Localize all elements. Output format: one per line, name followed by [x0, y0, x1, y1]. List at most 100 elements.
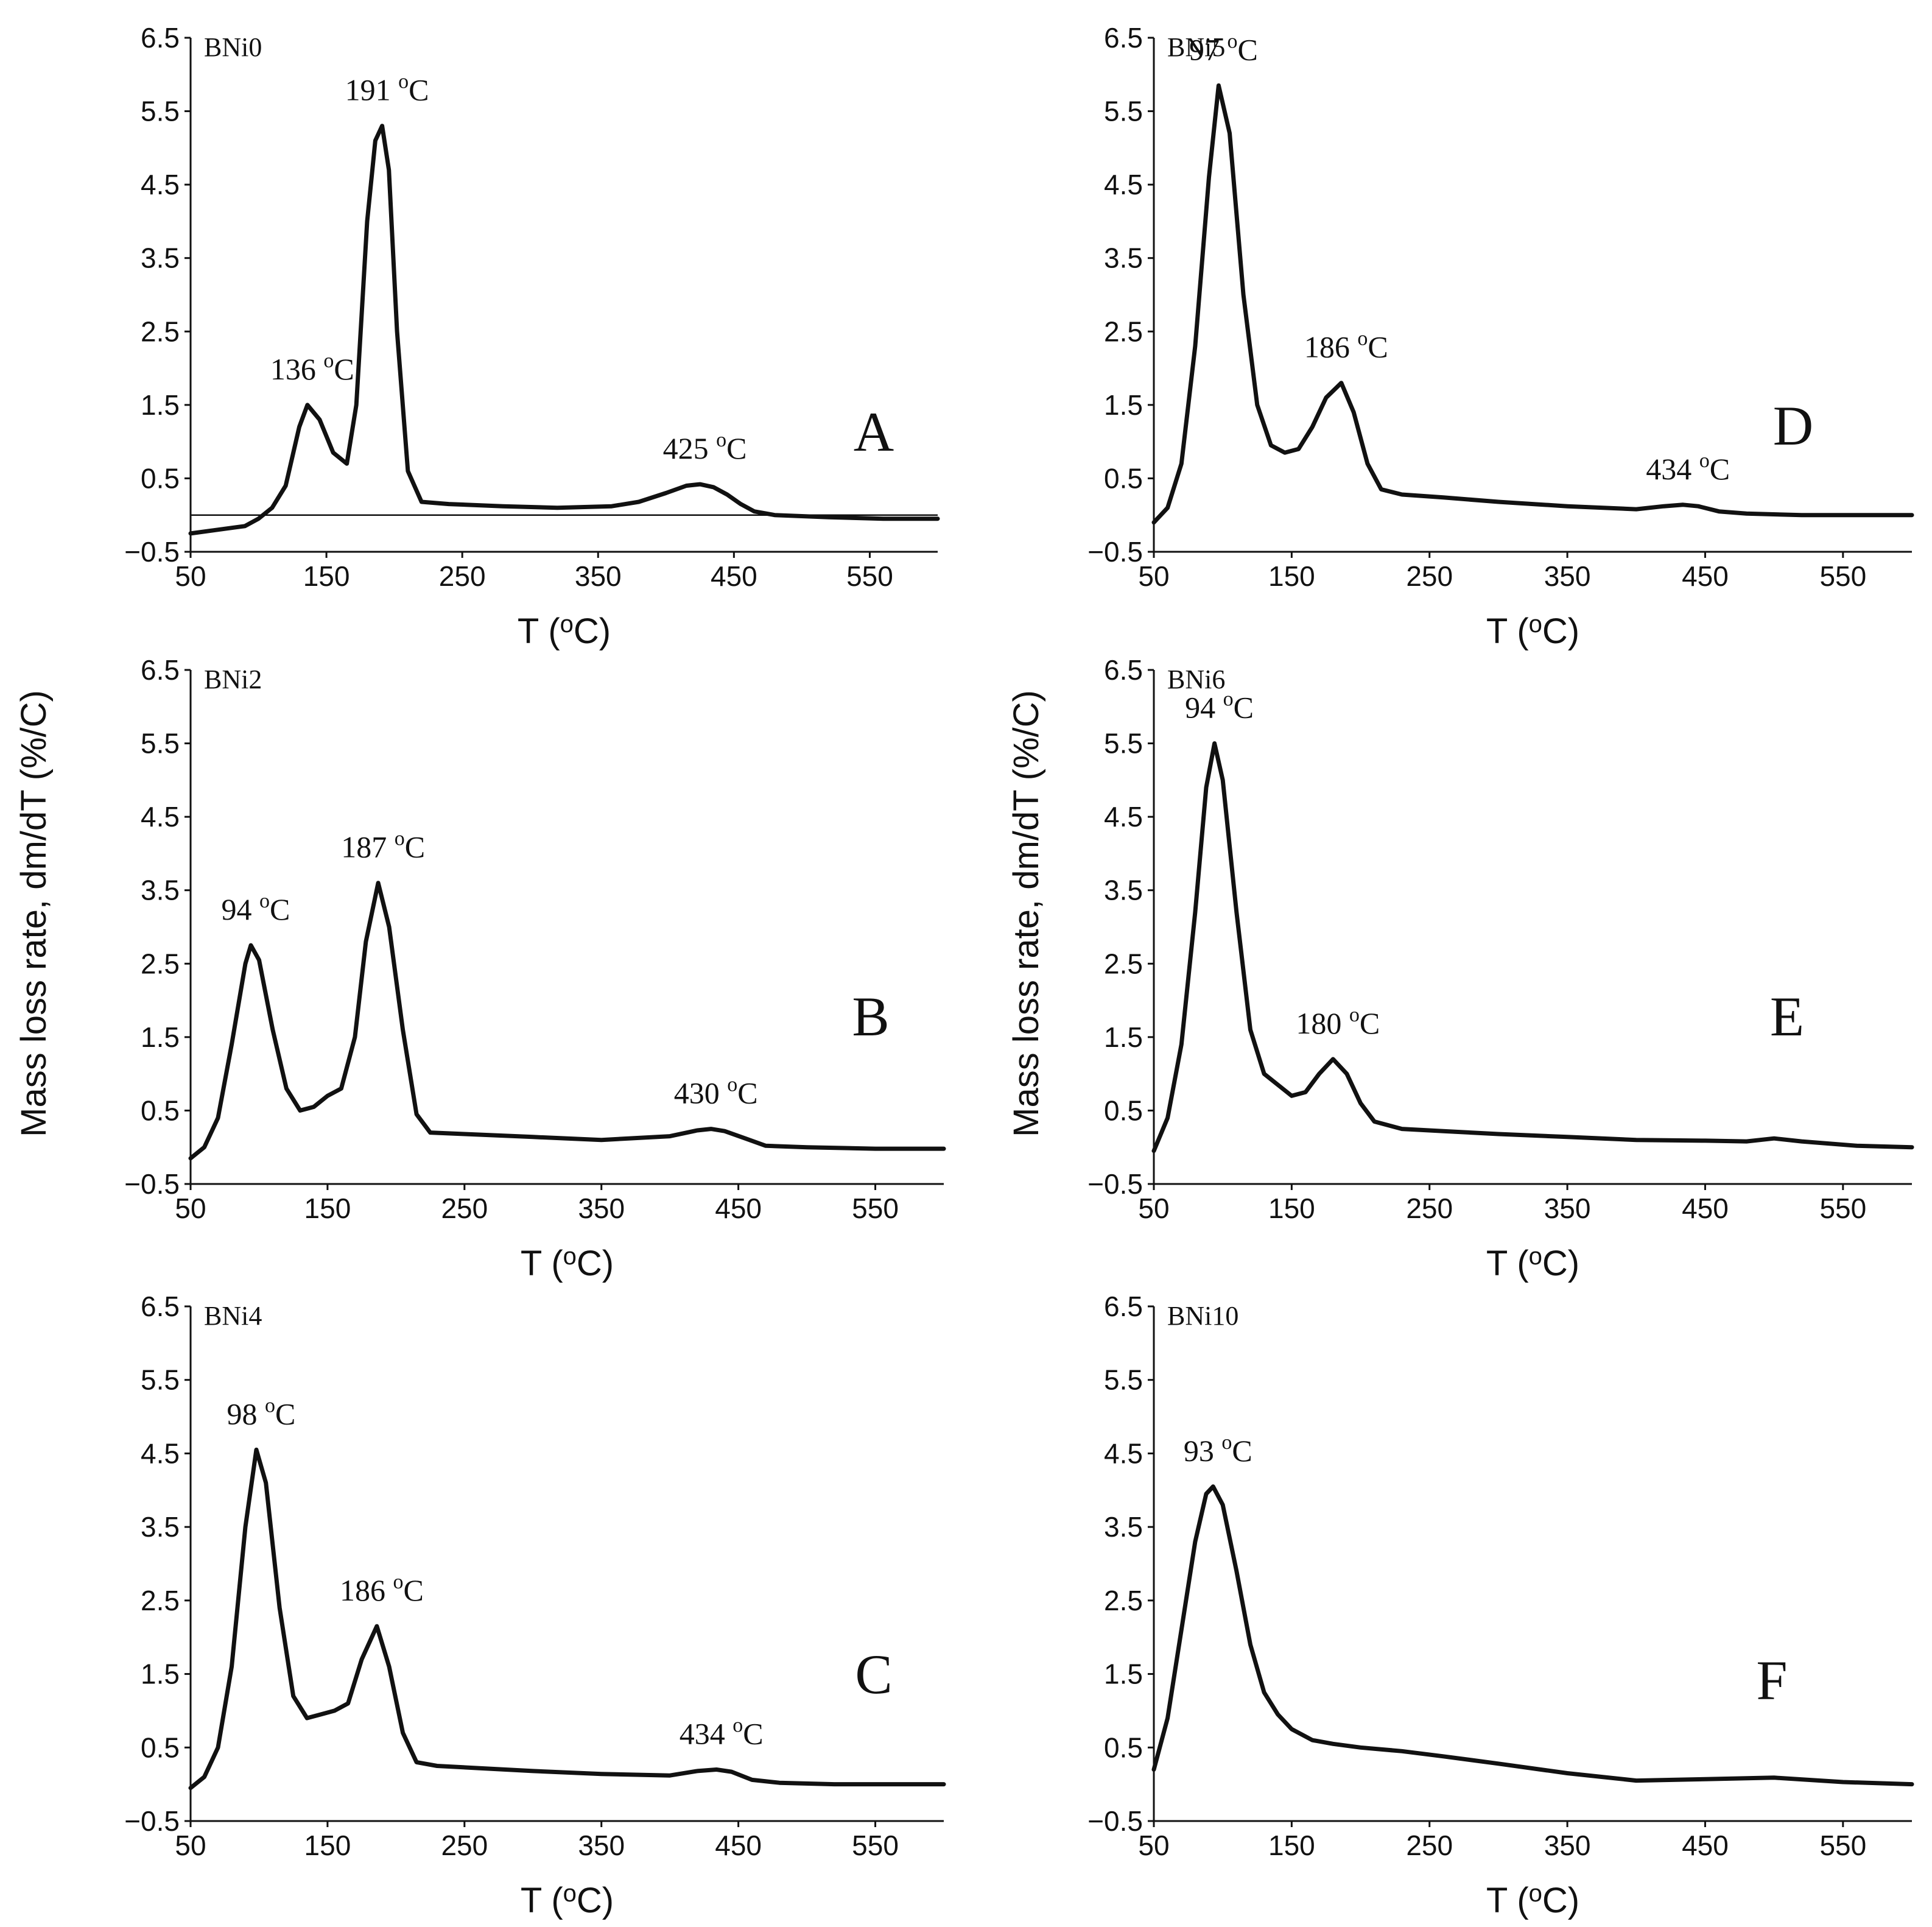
y-tick-label: 2.5: [1104, 315, 1143, 347]
y-tick-label: 2.5: [1104, 1585, 1143, 1616]
x-tick-label: 250: [441, 1830, 488, 1861]
x-tick-label: 350: [1544, 560, 1591, 592]
x-tick-label: 250: [441, 1192, 488, 1224]
x-tick-label: 350: [578, 1192, 625, 1224]
peak-annotation: 94 oC: [222, 890, 290, 926]
y-axis-label-right-text: Mass loss rate, dm/dT (%/C): [1006, 690, 1046, 1137]
x-axis-title: T (oC): [1486, 1243, 1579, 1283]
chart-panel-c: 6.5 5.5 4.5 3.5 2.5 1.5 0.5 −0.550 150 250 350 450 5…: [124, 1291, 946, 1920]
y-tick-label: −0.5: [124, 1805, 180, 1837]
x-tick-label: 50: [1138, 560, 1169, 592]
x-tick-label: 150: [1268, 1192, 1315, 1224]
y-tick-label: 4.5: [141, 169, 180, 200]
peak-annotation: 434 oC: [680, 1714, 764, 1751]
y-tick-label: 4.5: [141, 1437, 180, 1469]
panel-letter: B: [852, 985, 889, 1048]
series-line-d: [1151, 83, 1914, 525]
peak-annotation: 94 oC: [1185, 688, 1254, 725]
y-tick-label: 3.5: [141, 875, 180, 906]
series-line-f: [1151, 1484, 1914, 1787]
x-tick-label: 350: [578, 1830, 625, 1861]
peak-annotation: 186 oC: [1304, 328, 1388, 364]
x-tick-label: 50: [175, 1830, 206, 1861]
peak-annotation: 425 oC: [663, 429, 747, 465]
x-tick-label: 350: [1544, 1192, 1591, 1224]
sample-label: BNi10: [1167, 1301, 1238, 1331]
y-tick-label: 0.5: [141, 462, 180, 494]
x-tick-label: 550: [852, 1192, 899, 1224]
series-line-b: [188, 881, 946, 1161]
y-axis-label-right: Mass loss rate, dm/dT (%/C): [1006, 690, 1046, 1137]
x-tick-label: 50: [175, 560, 206, 592]
y-tick-label: 2.5: [141, 948, 180, 979]
chart-panel-b: 6.5 5.5 4.5 3.5 2.5 1.5 0.5 −0.550 150 250 350 450 5…: [124, 654, 946, 1283]
x-axis-title: T (oC): [521, 1880, 614, 1920]
y-tick-label: 5.5: [141, 728, 180, 759]
chart-panel-e: 6.5 5.5 4.5 3.5 2.5 1.5 0.5 −0.550 150 250 350 450 5…: [1087, 654, 1914, 1283]
series-line-e: [1151, 741, 1914, 1154]
x-tick-label: 450: [715, 1830, 762, 1861]
x-tick-label: 250: [1406, 560, 1453, 592]
y-tick-label: 0.5: [1104, 462, 1143, 494]
peak-annotation: 97 oC: [1189, 30, 1258, 66]
peak-annotation: 191 oC: [345, 71, 429, 107]
x-tick-label: 450: [711, 560, 757, 592]
y-tick-label: 6.5: [1104, 1291, 1143, 1322]
y-tick-label: 4.5: [1104, 1437, 1143, 1469]
x-tick-label: 450: [715, 1192, 762, 1224]
peak-annotation: 434 oC: [1646, 449, 1730, 486]
y-tick-label: 6.5: [1104, 22, 1143, 54]
x-tick-label: 550: [852, 1830, 899, 1861]
y-tick-label: 3.5: [1104, 242, 1143, 274]
x-tick-label: 350: [575, 560, 622, 592]
y-tick-label: 3.5: [1104, 875, 1143, 906]
y-tick-label: 2.5: [141, 315, 180, 347]
y-tick-label: 1.5: [1104, 1658, 1143, 1690]
x-axis-title: T (oC): [1486, 1880, 1579, 1920]
y-tick-label: 5.5: [141, 1364, 180, 1396]
panel-letter: F: [1756, 1649, 1787, 1711]
chart-panel-a: 6.5 5.5 4.5 3.5 2.5 1.5 0.5 −0.550 150 250 350 450 5…: [124, 22, 940, 651]
panel-letter: A: [854, 401, 894, 463]
chart-panel-f: 6.5 5.5 4.5 3.5 2.5 1.5 0.5 −0.550 150 250 350 450 5…: [1087, 1291, 1914, 1920]
x-tick-label: 450: [1682, 1830, 1729, 1861]
y-tick-label: 1.5: [1104, 1021, 1143, 1053]
peak-annotation: 93 oC: [1184, 1431, 1252, 1468]
x-tick-label: 550: [846, 560, 893, 592]
peak-annotation: 186 oC: [340, 1571, 424, 1607]
y-tick-label: 3.5: [141, 242, 180, 274]
y-tick-label: 6.5: [141, 654, 180, 686]
series-line-a: [188, 124, 940, 536]
y-tick-label: 0.5: [141, 1731, 180, 1763]
y-tick-label: 6.5: [141, 22, 180, 54]
x-tick-label: 550: [1819, 1830, 1866, 1861]
y-tick-label: 5.5: [1104, 728, 1143, 759]
peak-annotation: 180 oC: [1296, 1004, 1380, 1040]
y-tick-label: 6.5: [1104, 654, 1143, 686]
y-tick-label: 4.5: [1104, 169, 1143, 200]
y-axis-label-left: Mass loss rate, dm/dT (%/C): [14, 690, 54, 1137]
y-tick-label: −0.5: [1087, 1805, 1143, 1837]
chart-panel-d: 6.5 5.5 4.5 3.5 2.5 1.5 0.5 −0.550 150 250 350 450 5…: [1087, 22, 1914, 651]
panel-letter: E: [1770, 985, 1804, 1048]
x-tick-label: 150: [1268, 560, 1315, 592]
y-tick-label: 5.5: [141, 96, 180, 127]
sample-label: BNi5: [1167, 32, 1225, 62]
peak-annotation: 430 oC: [674, 1074, 758, 1110]
y-tick-label: 2.5: [1104, 948, 1143, 979]
x-tick-label: 50: [1138, 1830, 1169, 1861]
y-tick-label: 5.5: [1104, 1364, 1143, 1396]
x-axis-title: T (oC): [518, 611, 611, 651]
x-tick-label: 350: [1544, 1830, 1591, 1861]
x-tick-label: 450: [1682, 560, 1729, 592]
y-tick-label: 3.5: [1104, 1511, 1143, 1543]
sample-label: BNi0: [204, 32, 262, 62]
sample-label: BNi6: [1167, 664, 1225, 694]
x-tick-label: 450: [1682, 1192, 1729, 1224]
y-tick-label: 6.5: [141, 1291, 180, 1322]
y-tick-label: 4.5: [141, 801, 180, 833]
y-axis-label-left-text: Mass loss rate, dm/dT (%/C): [14, 690, 54, 1137]
peak-annotation: 136 oC: [270, 350, 354, 386]
y-tick-label: 0.5: [1104, 1094, 1143, 1126]
